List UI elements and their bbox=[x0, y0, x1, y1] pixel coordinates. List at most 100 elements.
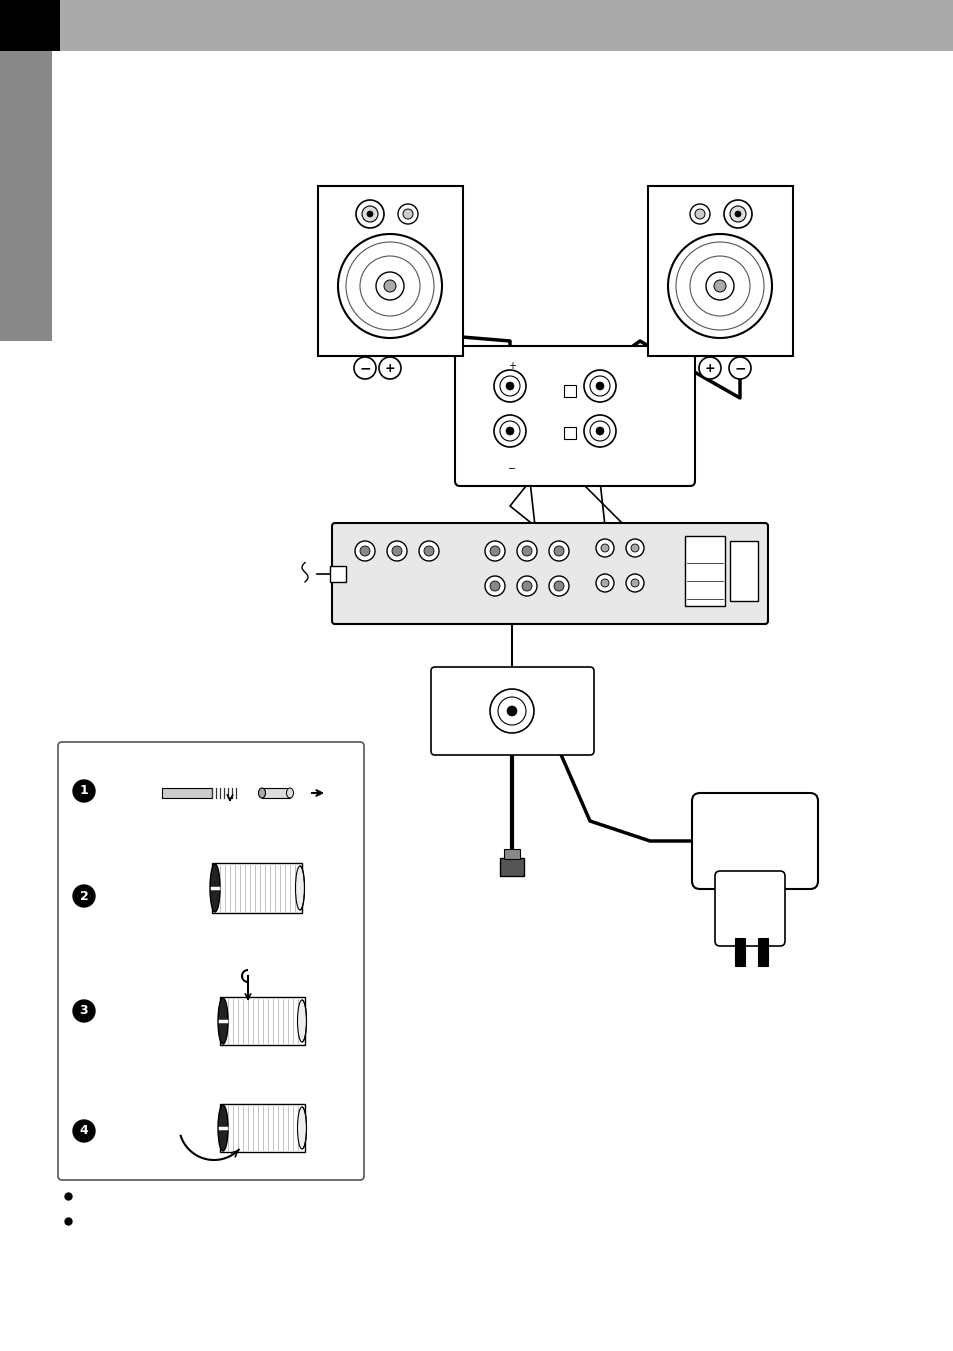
Circle shape bbox=[337, 234, 441, 338]
Bar bbox=[499, 858, 523, 875]
Text: +: + bbox=[507, 361, 516, 372]
Circle shape bbox=[490, 689, 534, 734]
Bar bbox=[0, 0, 953, 51]
Circle shape bbox=[499, 376, 519, 396]
Circle shape bbox=[490, 546, 499, 557]
Circle shape bbox=[346, 242, 434, 330]
Circle shape bbox=[625, 574, 643, 592]
Circle shape bbox=[397, 204, 417, 224]
Circle shape bbox=[689, 204, 709, 224]
Circle shape bbox=[517, 576, 537, 596]
Ellipse shape bbox=[218, 998, 228, 1044]
Bar bbox=[563, 427, 576, 439]
Circle shape bbox=[418, 540, 438, 561]
Bar bbox=[0, 0, 60, 51]
Text: −: − bbox=[507, 463, 516, 474]
Text: 2: 2 bbox=[79, 889, 89, 902]
Bar bbox=[220, 1104, 305, 1152]
Circle shape bbox=[548, 540, 568, 561]
Circle shape bbox=[596, 574, 614, 592]
Bar bbox=[262, 788, 290, 798]
Ellipse shape bbox=[297, 1106, 306, 1148]
Circle shape bbox=[494, 415, 525, 447]
Ellipse shape bbox=[295, 866, 304, 911]
Circle shape bbox=[734, 211, 740, 218]
Text: −: − bbox=[734, 361, 745, 376]
Circle shape bbox=[73, 1000, 95, 1021]
Circle shape bbox=[392, 546, 401, 557]
Circle shape bbox=[596, 427, 603, 435]
Circle shape bbox=[367, 211, 373, 218]
Circle shape bbox=[423, 546, 434, 557]
FancyBboxPatch shape bbox=[691, 793, 817, 889]
Bar bbox=[684, 536, 724, 607]
Ellipse shape bbox=[297, 1000, 306, 1042]
Circle shape bbox=[355, 540, 375, 561]
Circle shape bbox=[521, 581, 532, 590]
Ellipse shape bbox=[286, 788, 294, 798]
Circle shape bbox=[359, 255, 419, 316]
Circle shape bbox=[723, 200, 751, 228]
Bar bbox=[758, 938, 767, 966]
Circle shape bbox=[494, 370, 525, 403]
Circle shape bbox=[484, 540, 504, 561]
Ellipse shape bbox=[210, 865, 220, 912]
Circle shape bbox=[484, 576, 504, 596]
Circle shape bbox=[589, 422, 609, 440]
Circle shape bbox=[630, 544, 639, 553]
Circle shape bbox=[667, 234, 771, 338]
Circle shape bbox=[630, 580, 639, 586]
Text: 1: 1 bbox=[79, 785, 89, 797]
Bar bbox=[330, 566, 346, 582]
Bar bbox=[317, 186, 462, 357]
Circle shape bbox=[497, 697, 525, 725]
Circle shape bbox=[387, 540, 407, 561]
Circle shape bbox=[548, 576, 568, 596]
Circle shape bbox=[73, 885, 95, 907]
FancyBboxPatch shape bbox=[332, 523, 767, 624]
Text: 3: 3 bbox=[80, 1005, 89, 1017]
Circle shape bbox=[625, 539, 643, 557]
Circle shape bbox=[499, 422, 519, 440]
FancyBboxPatch shape bbox=[431, 667, 594, 755]
Bar bbox=[734, 938, 744, 966]
Circle shape bbox=[490, 581, 499, 590]
FancyBboxPatch shape bbox=[455, 346, 695, 486]
Circle shape bbox=[384, 280, 395, 292]
Circle shape bbox=[554, 546, 563, 557]
Text: −: − bbox=[359, 361, 371, 376]
Circle shape bbox=[713, 280, 725, 292]
Circle shape bbox=[583, 415, 616, 447]
Bar bbox=[729, 540, 758, 601]
Ellipse shape bbox=[258, 788, 265, 798]
Bar bbox=[0, 51, 52, 340]
Circle shape bbox=[505, 382, 514, 390]
Circle shape bbox=[73, 780, 95, 802]
Bar bbox=[162, 788, 212, 798]
Circle shape bbox=[596, 539, 614, 557]
Bar bbox=[647, 186, 792, 357]
Bar bbox=[503, 848, 519, 859]
Circle shape bbox=[402, 209, 413, 219]
FancyBboxPatch shape bbox=[58, 742, 364, 1179]
Bar bbox=[220, 997, 305, 1046]
Circle shape bbox=[600, 580, 608, 586]
Circle shape bbox=[517, 540, 537, 561]
Circle shape bbox=[361, 205, 377, 222]
Circle shape bbox=[73, 1120, 95, 1142]
Circle shape bbox=[354, 357, 375, 380]
Circle shape bbox=[375, 272, 403, 300]
FancyBboxPatch shape bbox=[714, 871, 784, 946]
Circle shape bbox=[600, 544, 608, 553]
Circle shape bbox=[359, 546, 370, 557]
Text: +: + bbox=[384, 362, 395, 374]
Circle shape bbox=[554, 581, 563, 590]
Circle shape bbox=[583, 370, 616, 403]
Circle shape bbox=[689, 255, 749, 316]
Circle shape bbox=[505, 427, 514, 435]
Circle shape bbox=[705, 272, 733, 300]
Circle shape bbox=[729, 205, 745, 222]
Circle shape bbox=[355, 200, 384, 228]
Circle shape bbox=[378, 357, 400, 380]
Circle shape bbox=[521, 546, 532, 557]
